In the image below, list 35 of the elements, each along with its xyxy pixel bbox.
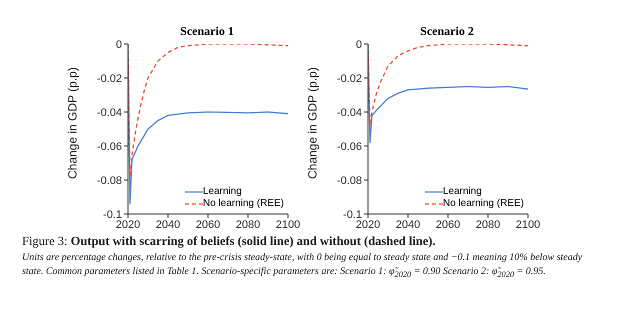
y-tick-label: -0.1 <box>103 208 122 221</box>
legend-label: Learning <box>202 186 242 198</box>
x-tick-label: 2040 <box>156 218 180 231</box>
x-tick-label: 2100 <box>276 218 300 231</box>
x-tick-label: 2020 <box>356 218 380 231</box>
y-tick-label: -0.08 <box>336 174 362 187</box>
legend-label: No learning (REE) <box>442 198 524 210</box>
y-axis-title: Change in GDP (p.p) <box>305 67 320 179</box>
text: Output with scarring of beliefs (solid line) and without (dashed line). <box>70 234 436 248</box>
x-tick-label: 2080 <box>476 218 500 231</box>
x-tick-label: 2100 <box>516 218 540 231</box>
x-tick-label: 2060 <box>196 218 220 231</box>
y-tick-label: 0 <box>356 38 362 51</box>
line-series <box>128 44 288 178</box>
y-tick-label: -0.06 <box>336 140 362 153</box>
legend-label: Learning <box>442 186 482 198</box>
x-tick-label: 2060 <box>436 218 460 231</box>
y-tick-label: -0.02 <box>96 72 122 85</box>
y-tick-label: -0.08 <box>96 174 122 187</box>
y-tick-label: -0.06 <box>96 140 122 153</box>
x-tick-label: 2080 <box>236 218 260 231</box>
y-tick-label: 0 <box>116 38 122 51</box>
x-tick-label: 2040 <box>396 218 420 231</box>
line-series <box>368 44 528 126</box>
y-axis-title: Change in GDP (p.p) <box>65 67 80 179</box>
legend-label: No learning (REE) <box>202 198 284 210</box>
chart-title: Scenario 2 <box>419 24 475 40</box>
x-tick-label: 2020 <box>116 218 140 231</box>
chart-title: Scenario 1 <box>179 24 235 40</box>
y-tick-label: -0.1 <box>343 208 362 221</box>
y-tick-label: -0.04 <box>96 106 122 119</box>
text: Units are percentage changes, relative to the pre-crisis steady-state, with 0 being equal to steady state and −0.1 meaning 10% below steady state. Common parameters listed in Table 1. Scenario-specific parameters are: Scenario 1: φ̃$_{2020}$ = 0.90 Scenario 2: φ̃$_{2020}$ = 0.95. <box>22 251 584 281</box>
y-tick-label: -0.02 <box>336 72 362 85</box>
y-tick-label: -0.04 <box>336 106 362 119</box>
caption: Figure 3: <box>22 234 68 248</box>
